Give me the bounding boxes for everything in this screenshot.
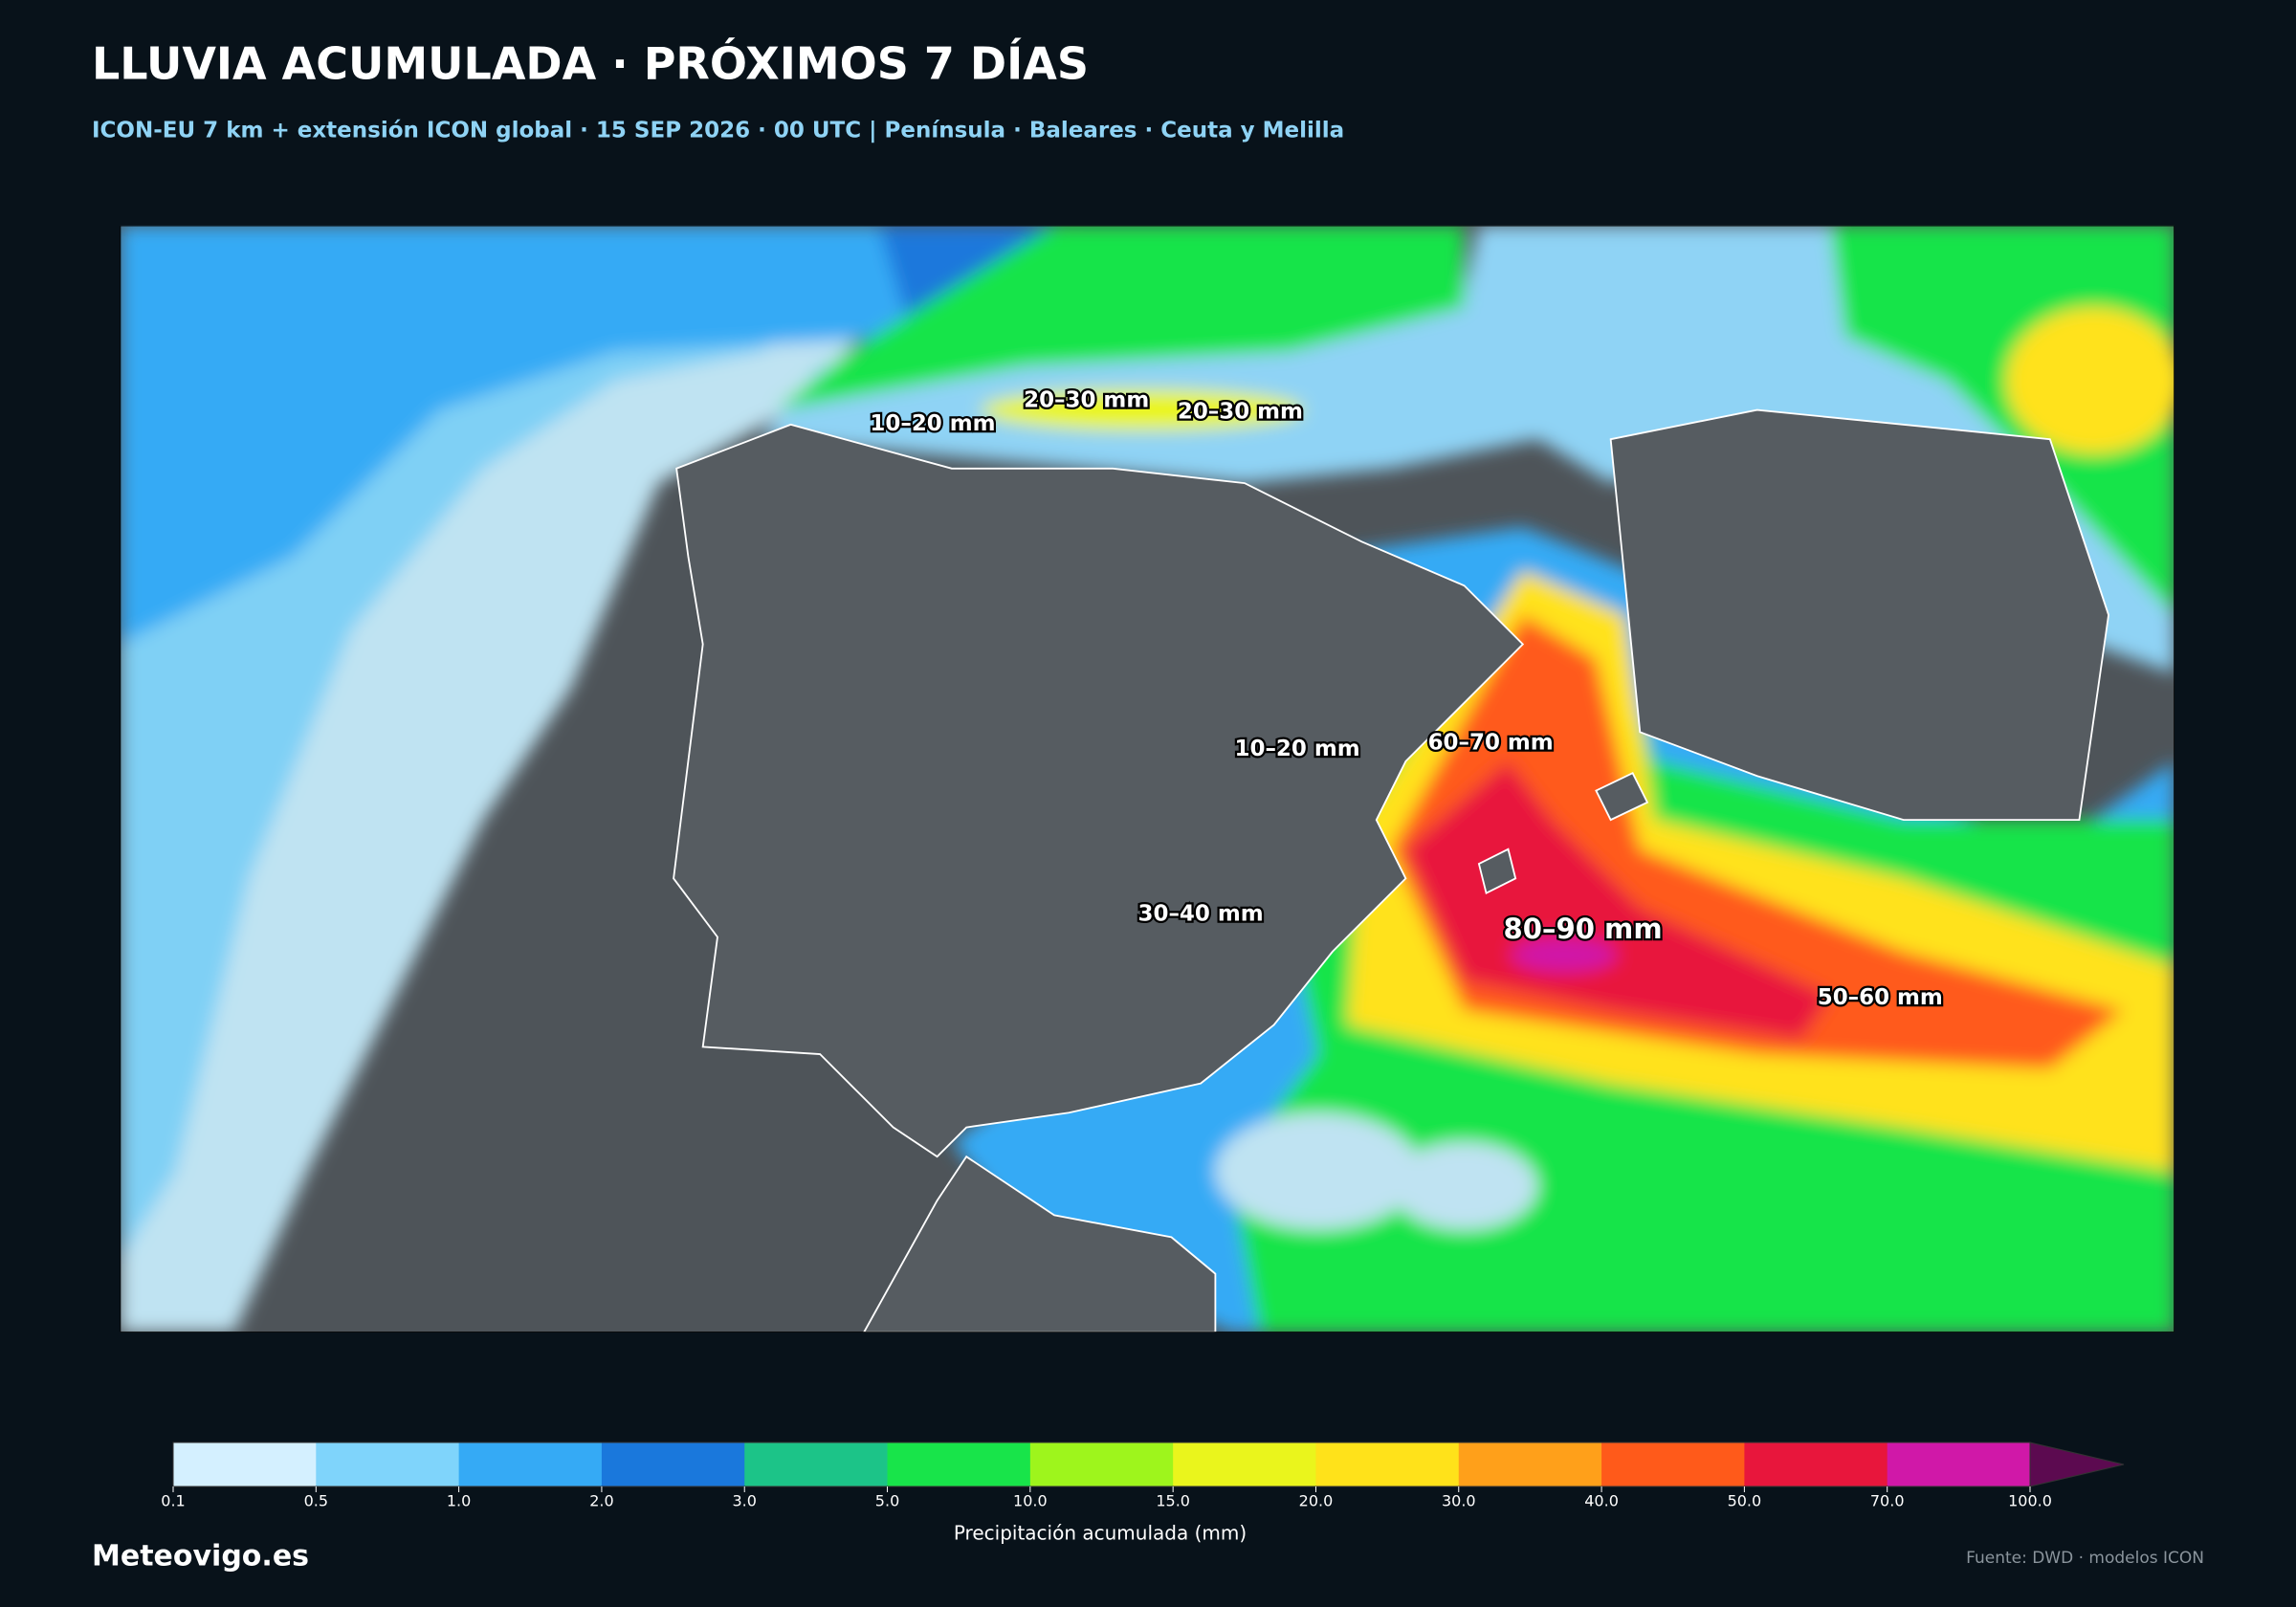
map-label: 50–60 mm [1818, 985, 1943, 1010]
map-layers [120, 225, 2175, 1332]
precip-area [1511, 936, 1617, 973]
map-label: 20–30 mm [1024, 388, 1149, 413]
colorbar-segment [173, 1442, 317, 1486]
brand: Meteovigo.es [92, 1540, 309, 1574]
precip-area [2005, 307, 2175, 454]
colorbar-segment [887, 1442, 1031, 1486]
colorbar-segment [1315, 1442, 1460, 1486]
map-label: 10–20 mm [870, 411, 995, 436]
colorbar-segment [1173, 1442, 1316, 1486]
colorbar-tick-label: 100.0 [2008, 1492, 2052, 1510]
precip-area [120, 225, 1026, 645]
island [1477, 848, 1517, 894]
colorbar-label: Precipitación acumulada (mm) [954, 1522, 1247, 1545]
map-label: 10–20 mm [1235, 737, 1360, 761]
colorbar-frame [172, 1442, 2031, 1487]
colorbar-segment [1887, 1442, 2031, 1486]
colorbar-tick-label: 5.0 [875, 1492, 899, 1510]
precip-area [981, 389, 1304, 430]
colorbar-segment [1601, 1442, 1745, 1486]
island [1595, 771, 1649, 822]
source: Fuente: DWD · modelos ICON [1966, 1549, 2204, 1568]
colorbar-tick-label: 40.0 [1584, 1492, 1619, 1510]
title: LLUVIA ACUMULADA · PRÓXIMOS 7 DÍAS [92, 38, 1089, 90]
colorbar-tick-label: 30.0 [1442, 1492, 1476, 1510]
colorbar-segment [1029, 1442, 1174, 1486]
colorbar-segment [458, 1442, 603, 1486]
colorbar-tick-label: 0.5 [304, 1492, 328, 1510]
map: 10–20 mm 20–30 mm 20–30 mm 10–20 mm 60–7… [120, 225, 2175, 1332]
colorbar-tick-label: 20.0 [1299, 1492, 1334, 1510]
colorbar-segment [1458, 1442, 1602, 1486]
map-label: 60–70 mm [1428, 731, 1554, 756]
colorbar-tick-label: 70.0 [1870, 1492, 1905, 1510]
map-labels: 10–20 mm 20–30 mm 20–30 mm 10–20 mm 60–7… [868, 385, 1945, 1012]
map-label: 80–90 mm [1503, 913, 1662, 945]
colorbar-segment [744, 1442, 889, 1486]
colorbar-segment [601, 1442, 745, 1486]
colorbar-tick-label: 0.1 [161, 1492, 185, 1510]
colorbar-segment [316, 1442, 460, 1486]
precip-area [1215, 1112, 1421, 1230]
precip-area [1405, 760, 1831, 1040]
africa [863, 1155, 1217, 1332]
colorbar-tick-label: 10.0 [1013, 1492, 1048, 1510]
iberia [673, 423, 1525, 1158]
precip-area [1391, 1141, 1538, 1230]
sardinia-italy [1609, 408, 2110, 822]
colorbar-segment [1744, 1442, 1888, 1486]
colorbar-tick-label: 15.0 [1156, 1492, 1190, 1510]
precip-area [776, 225, 1465, 410]
colorbar: 0.1 0.5 1.0 2.0 3.0 5.0 10.0 15.0 20.0 30.0 40.0 50… [161, 1442, 2125, 1510]
colorbar-tick-label: 2.0 [589, 1492, 613, 1510]
colorbar-tick-label: 3.0 [733, 1492, 757, 1510]
colorbar-tick-label: 50.0 [1728, 1492, 1762, 1510]
map-label: 30–40 mm [1138, 902, 1264, 927]
subtitle: ICON-EU 7 km + extensión ICON global · 1… [92, 119, 1344, 143]
colorbar-tick-label: 1.0 [447, 1492, 471, 1510]
map-label: 20–30 mm [1178, 400, 1303, 425]
